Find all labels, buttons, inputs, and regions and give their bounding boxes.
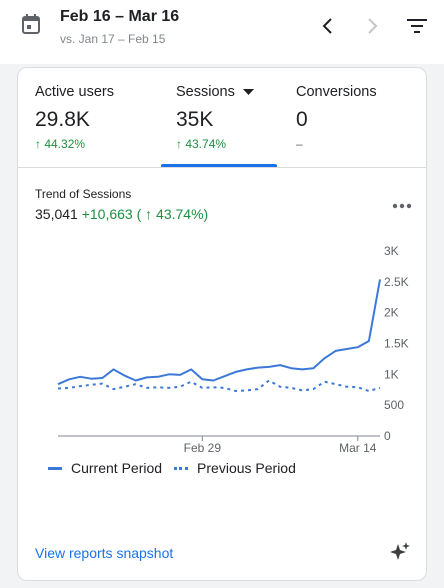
report-header: Feb 16 – Mar 16 vs. Jan 17 – Feb 15: [0, 0, 444, 64]
trend-total: 35,041: [35, 206, 78, 222]
legend-label: Previous Period: [197, 460, 296, 476]
compare-range: vs. Jan 17 – Feb 15: [60, 32, 166, 46]
trend-title: Trend of Sessions: [35, 187, 132, 201]
y-tick-label: 1.5K: [384, 337, 409, 351]
metric-label: Conversions: [296, 84, 377, 100]
metric-value: 0: [296, 108, 308, 131]
divider: [18, 167, 426, 168]
more-horizontal-icon[interactable]: [390, 198, 414, 214]
selected-tab-indicator: [161, 164, 277, 167]
trend-summary: 35,041 +10,663 ( ↑ 43.74%): [35, 206, 208, 222]
sessions-trend-chart: 0 500 1K 1.5K 2K 2.5K 3K Feb 29 Mar 14: [57, 244, 409, 455]
chevron-right-icon[interactable]: [362, 16, 382, 36]
legend-previous: Previous Period: [174, 460, 296, 476]
calendar-icon[interactable]: [22, 14, 40, 34]
dropdown-arrow-icon[interactable]: [242, 88, 254, 96]
tab-conversions[interactable]: Conversions 0 –: [296, 84, 377, 151]
tab-active-users[interactable]: Active users 29.8K ↑ 44.32%: [35, 84, 114, 151]
legend-solid-swatch: [48, 466, 62, 470]
tab-sessions[interactable]: Sessions 35K ↑ 43.74%: [176, 84, 254, 151]
y-tick-label: 2K: [384, 306, 399, 320]
previous-period-line: [57, 379, 381, 392]
chart-legend: Current Period Previous Period: [48, 460, 308, 476]
chevron-left-icon[interactable]: [318, 16, 338, 36]
metric-change: ↑ 43.74%: [176, 137, 227, 151]
current-period-line: [57, 279, 381, 386]
x-tick-label: Mar 14: [339, 441, 377, 455]
legend-current: Current Period: [48, 460, 162, 476]
legend-label: Current Period: [71, 460, 163, 476]
metric-label: Sessions: [176, 84, 235, 100]
sessions-card: Active users 29.8K ↑ 44.32% Sessions 35K…: [17, 67, 427, 581]
metric-value: 29.8K: [35, 108, 90, 131]
metric-value: 35K: [176, 108, 214, 131]
y-tick-label: 0: [384, 429, 391, 443]
metric-change: –: [296, 137, 303, 151]
trend-delta: +10,663 ( ↑ 43.74%): [81, 206, 209, 222]
y-tick-label: 2.5K: [384, 275, 409, 289]
y-tick-label: 500: [384, 398, 404, 412]
x-tick-label: Feb 29: [184, 441, 222, 455]
metric-label: Active users: [35, 84, 114, 100]
y-tick-label: 1K: [384, 367, 399, 381]
filter-icon[interactable]: [406, 16, 428, 36]
metric-change: ↑ 44.32%: [35, 137, 86, 151]
y-tick-label: 3K: [384, 244, 399, 258]
legend-dotted-swatch: [174, 466, 189, 470]
date-range[interactable]: Feb 16 – Mar 16: [60, 8, 180, 25]
view-reports-snapshot-link[interactable]: View reports snapshot: [35, 545, 174, 561]
sparkle-icon[interactable]: [390, 542, 410, 562]
